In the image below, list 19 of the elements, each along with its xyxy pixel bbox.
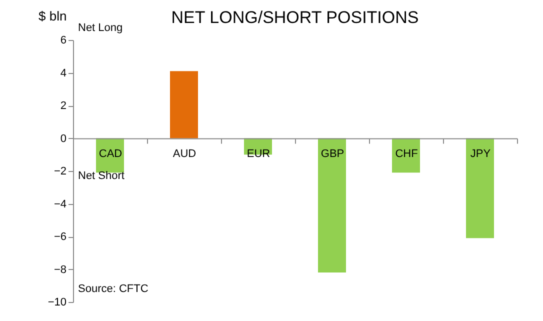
y-tick-label: −2 xyxy=(54,166,66,178)
x-tick-label: AUD xyxy=(172,148,196,160)
text: Net Long xyxy=(78,22,123,34)
y-axis-title: $ bln xyxy=(38,8,67,24)
annotation: Net Short xyxy=(78,170,124,182)
annotation: Source: CFTC xyxy=(78,283,148,295)
x-tick-label: GBP xyxy=(320,148,344,160)
y-tick-label: 4 xyxy=(60,67,66,80)
y-tick-label: −8 xyxy=(54,264,66,276)
y-tick-label: 0 xyxy=(60,132,66,145)
y-tick-label: −6 xyxy=(54,231,66,243)
y-tick-label: −4 xyxy=(54,198,66,210)
x-tick-label: JPY xyxy=(470,148,492,160)
x-tick-label: CAD xyxy=(98,148,122,160)
x-tick-label: CHF xyxy=(395,148,418,160)
y-tick-label: 2 xyxy=(60,100,66,112)
y-tick-label: −10 xyxy=(48,296,66,308)
chart-title: NET LONG/SHORT POSITIONS xyxy=(171,8,419,27)
y-tick-label: 6 xyxy=(60,34,66,46)
